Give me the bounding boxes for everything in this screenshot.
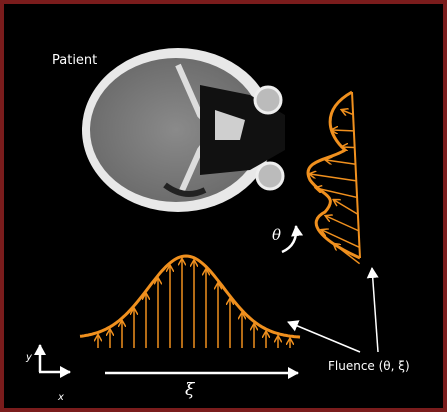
y-axis-label: y xyxy=(25,352,33,363)
x-axis-label: x xyxy=(57,392,64,403)
eye-right xyxy=(257,163,283,189)
eye-left xyxy=(255,87,281,113)
patient-label: Patient xyxy=(52,53,97,68)
fluence-arrow xyxy=(332,130,353,131)
fluence-label: Fluence (θ, ξ) xyxy=(328,359,410,373)
page: Patient θ ξ Fluence (θ, ξ) y x (() => { … xyxy=(0,0,447,412)
diagram: Patient θ ξ Fluence (θ, ξ) y x xyxy=(0,0,447,412)
xi-label: ξ xyxy=(185,380,196,400)
fluence-arrow xyxy=(342,147,354,148)
theta-label: θ xyxy=(272,226,281,244)
